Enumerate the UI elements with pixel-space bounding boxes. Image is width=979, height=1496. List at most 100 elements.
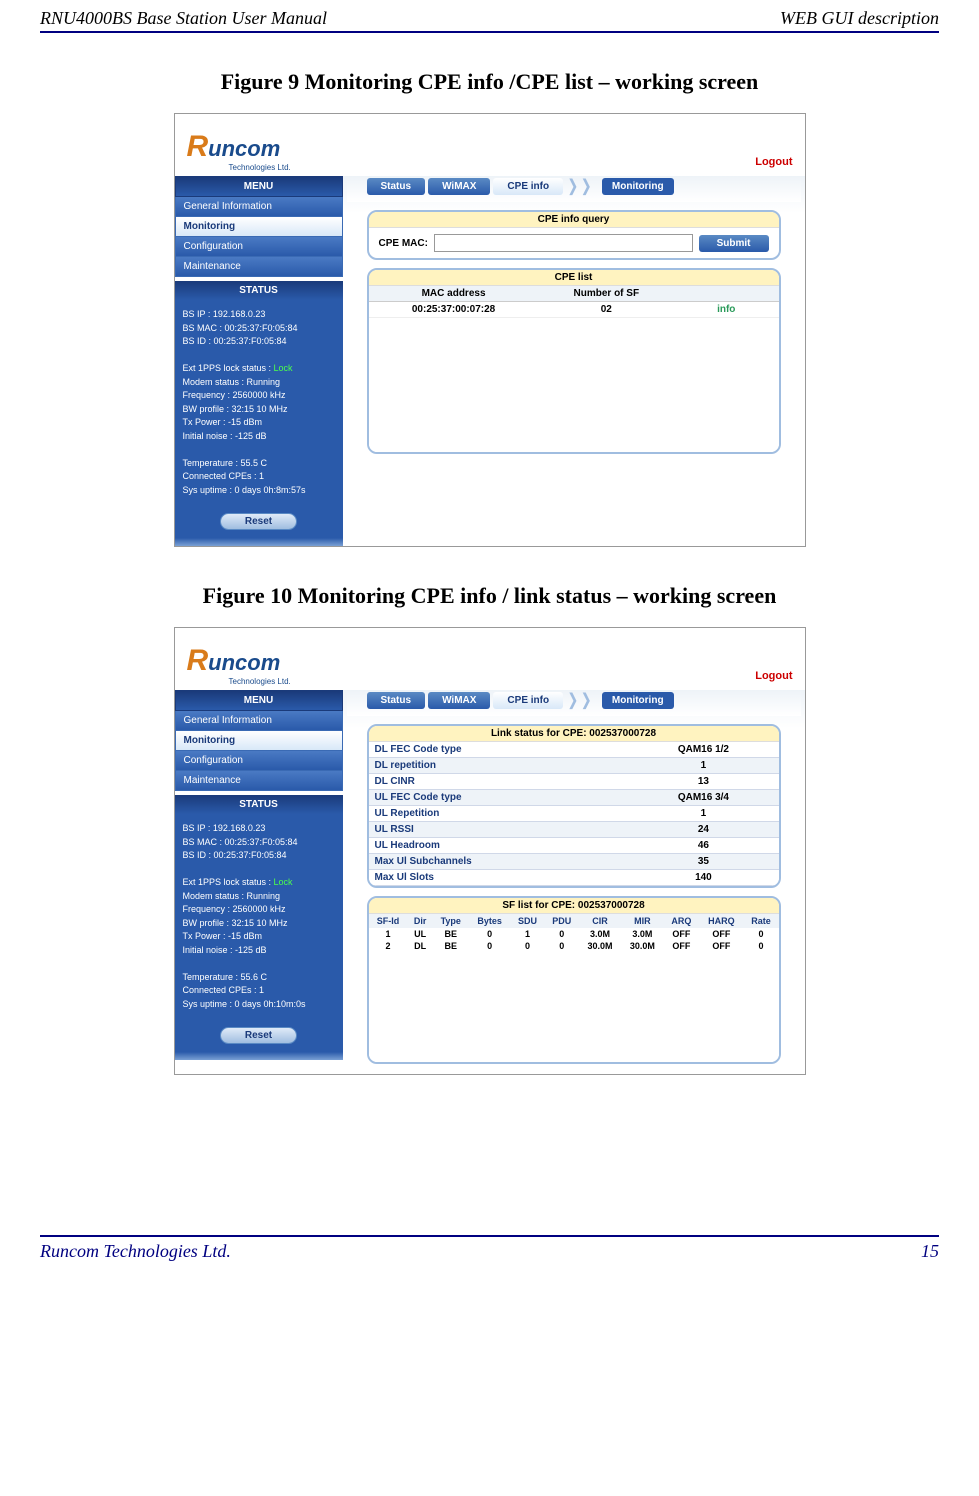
sf-cell: 0: [744, 940, 779, 952]
logo-text: uncom: [208, 136, 280, 161]
menu-maintenance[interactable]: Maintenance: [175, 771, 343, 791]
cell-value: 13: [628, 774, 778, 790]
cell-key: UL Headroom: [369, 838, 629, 854]
status-block2: Modem status : Running Frequency : 25600…: [183, 890, 335, 958]
lock-value: Lock: [274, 877, 293, 887]
tab-cpe-info[interactable]: CPE info: [493, 692, 563, 709]
sf-col-header: Dir: [407, 914, 432, 928]
table-row: UL Headroom46: [369, 838, 779, 854]
figure9-caption: Figure 9 Monitoring CPE info /CPE list –…: [40, 69, 939, 95]
tab-wimax[interactable]: WiMAX: [428, 692, 490, 709]
reset-button[interactable]: Reset: [220, 1027, 297, 1044]
cell-key: UL RSSI: [369, 822, 629, 838]
sf-cell: BE: [433, 940, 469, 952]
submit-button[interactable]: Submit: [699, 235, 769, 252]
footer-right: 15: [921, 1241, 939, 1262]
col-mac: MAC address: [369, 286, 539, 301]
menu-header: MENU: [175, 690, 343, 711]
table-row: UL FEC Code typeQAM16 3/4: [369, 790, 779, 806]
list-row: 00:25:37:00:07:28 02 info: [369, 302, 779, 318]
sf-cell: 0: [469, 928, 511, 940]
link-status-panel: Link status for CPE: 002537000728 DL FEC…: [367, 724, 781, 888]
status-block1: BS IP : 192.168.0.23 BS MAC : 00:25:37:F…: [183, 822, 335, 863]
footer-left: Runcom Technologies Ltd.: [40, 1241, 231, 1262]
menu-general[interactable]: General Information: [175, 711, 343, 731]
sf-col-header: Bytes: [469, 914, 511, 928]
sf-cell: 2: [369, 940, 408, 952]
tab-separator-icon: ❭❭: [566, 176, 593, 196]
menu-monitoring[interactable]: Monitoring: [175, 217, 343, 237]
sf-cell: 30.0M: [621, 940, 663, 952]
cell-mac: 00:25:37:00:07:28: [369, 302, 539, 317]
logo-sub: Technologies Ltd.: [229, 678, 291, 686]
sf-col-header: SDU: [510, 914, 544, 928]
sidebar: MENU General Information Monitoring Conf…: [175, 176, 343, 546]
cell-key: DL repetition: [369, 758, 629, 774]
cpe-query-panel: CPE info query CPE MAC: Submit: [367, 210, 781, 260]
menu-monitoring[interactable]: Monitoring: [175, 731, 343, 751]
header-right: WEB GUI description: [780, 8, 939, 29]
cell-key: DL FEC Code type: [369, 742, 629, 758]
logo-r: R: [187, 644, 209, 677]
table-row: DL CINR13: [369, 774, 779, 790]
sf-cell: OFF: [699, 940, 743, 952]
cell-value: 1: [628, 806, 778, 822]
lock-value: Lock: [274, 363, 293, 373]
doc-header: RNU4000BS Base Station User Manual WEB G…: [40, 0, 939, 33]
status-block3: Temperature : 55.6 C Connected CPEs : 1 …: [183, 971, 335, 1012]
reset-button[interactable]: Reset: [220, 513, 297, 530]
table-row: DL repetition1: [369, 758, 779, 774]
tab-separator-icon: ❭❭: [566, 690, 593, 710]
sf-cell: 3.0M: [579, 928, 621, 940]
tab-wimax[interactable]: WiMAX: [428, 178, 490, 195]
sf-col-header: PDU: [545, 914, 579, 928]
sf-cell: 0: [545, 928, 579, 940]
cpe-mac-input[interactable]: [434, 234, 693, 252]
status-panel: BS IP : 192.168.0.23 BS MAC : 00:25:37:F…: [175, 814, 343, 1019]
sf-cell: 1: [510, 928, 544, 940]
menu-general[interactable]: General Information: [175, 197, 343, 217]
sf-cell: 1: [369, 928, 408, 940]
tab-bar: Status WiMAX CPE info ❭❭ Monitoring: [347, 690, 801, 716]
sf-cell: OFF: [664, 940, 700, 952]
tab-status[interactable]: Status: [367, 692, 426, 709]
logout-link[interactable]: Logout: [755, 670, 792, 682]
sf-cell: 3.0M: [621, 928, 663, 940]
sf-list-title: SF list for CPE: 002537000728: [369, 898, 779, 914]
info-link[interactable]: info: [717, 304, 735, 315]
section-label: Monitoring: [602, 178, 674, 195]
cpe-list-panel: CPE list MAC address Number of SF 00:25:…: [367, 268, 781, 454]
sf-cell: 0: [545, 940, 579, 952]
tab-cpe-info[interactable]: CPE info: [493, 178, 563, 195]
sf-cell: UL: [407, 928, 432, 940]
cpe-mac-label: CPE MAC:: [379, 238, 428, 249]
tab-bar: Status WiMAX CPE info ❭❭ Monitoring: [347, 176, 801, 202]
sf-col-header: MIR: [621, 914, 663, 928]
cell-key: DL CINR: [369, 774, 629, 790]
tab-status[interactable]: Status: [367, 178, 426, 195]
status-header: STATUS: [175, 281, 343, 300]
menu-configuration[interactable]: Configuration: [175, 751, 343, 771]
logout-link[interactable]: Logout: [755, 156, 792, 168]
sf-cell: OFF: [664, 928, 700, 940]
sf-list-panel: SF list for CPE: 002537000728 SF-IdDirTy…: [367, 896, 781, 1064]
sf-row: 2DLBE00030.0M30.0MOFFOFF0: [369, 940, 779, 952]
sf-cell: DL: [407, 940, 432, 952]
menu-configuration[interactable]: Configuration: [175, 237, 343, 257]
status-lock-row: Ext 1PPS lock status : Lock: [183, 362, 335, 376]
cell-value: 140: [628, 870, 778, 886]
list-header: MAC address Number of SF: [369, 286, 779, 302]
cell-key: Max Ul Subchannels: [369, 854, 629, 870]
section-label: Monitoring: [602, 692, 674, 709]
menu-maintenance[interactable]: Maintenance: [175, 257, 343, 277]
cell-value: QAM16 1/2: [628, 742, 778, 758]
sidebar: MENU General Information Monitoring Conf…: [175, 690, 343, 1074]
status-header: STATUS: [175, 795, 343, 814]
logo: Runcom Technologies Ltd.: [187, 646, 291, 686]
status-block1: BS IP : 192.168.0.23 BS MAC : 00:25:37:F…: [183, 308, 335, 349]
sf-cell: 30.0M: [579, 940, 621, 952]
sf-col-header: ARQ: [664, 914, 700, 928]
cell-sf: 02: [539, 302, 674, 317]
table-row: Max Ul Slots140: [369, 870, 779, 886]
sf-col-header: HARQ: [699, 914, 743, 928]
